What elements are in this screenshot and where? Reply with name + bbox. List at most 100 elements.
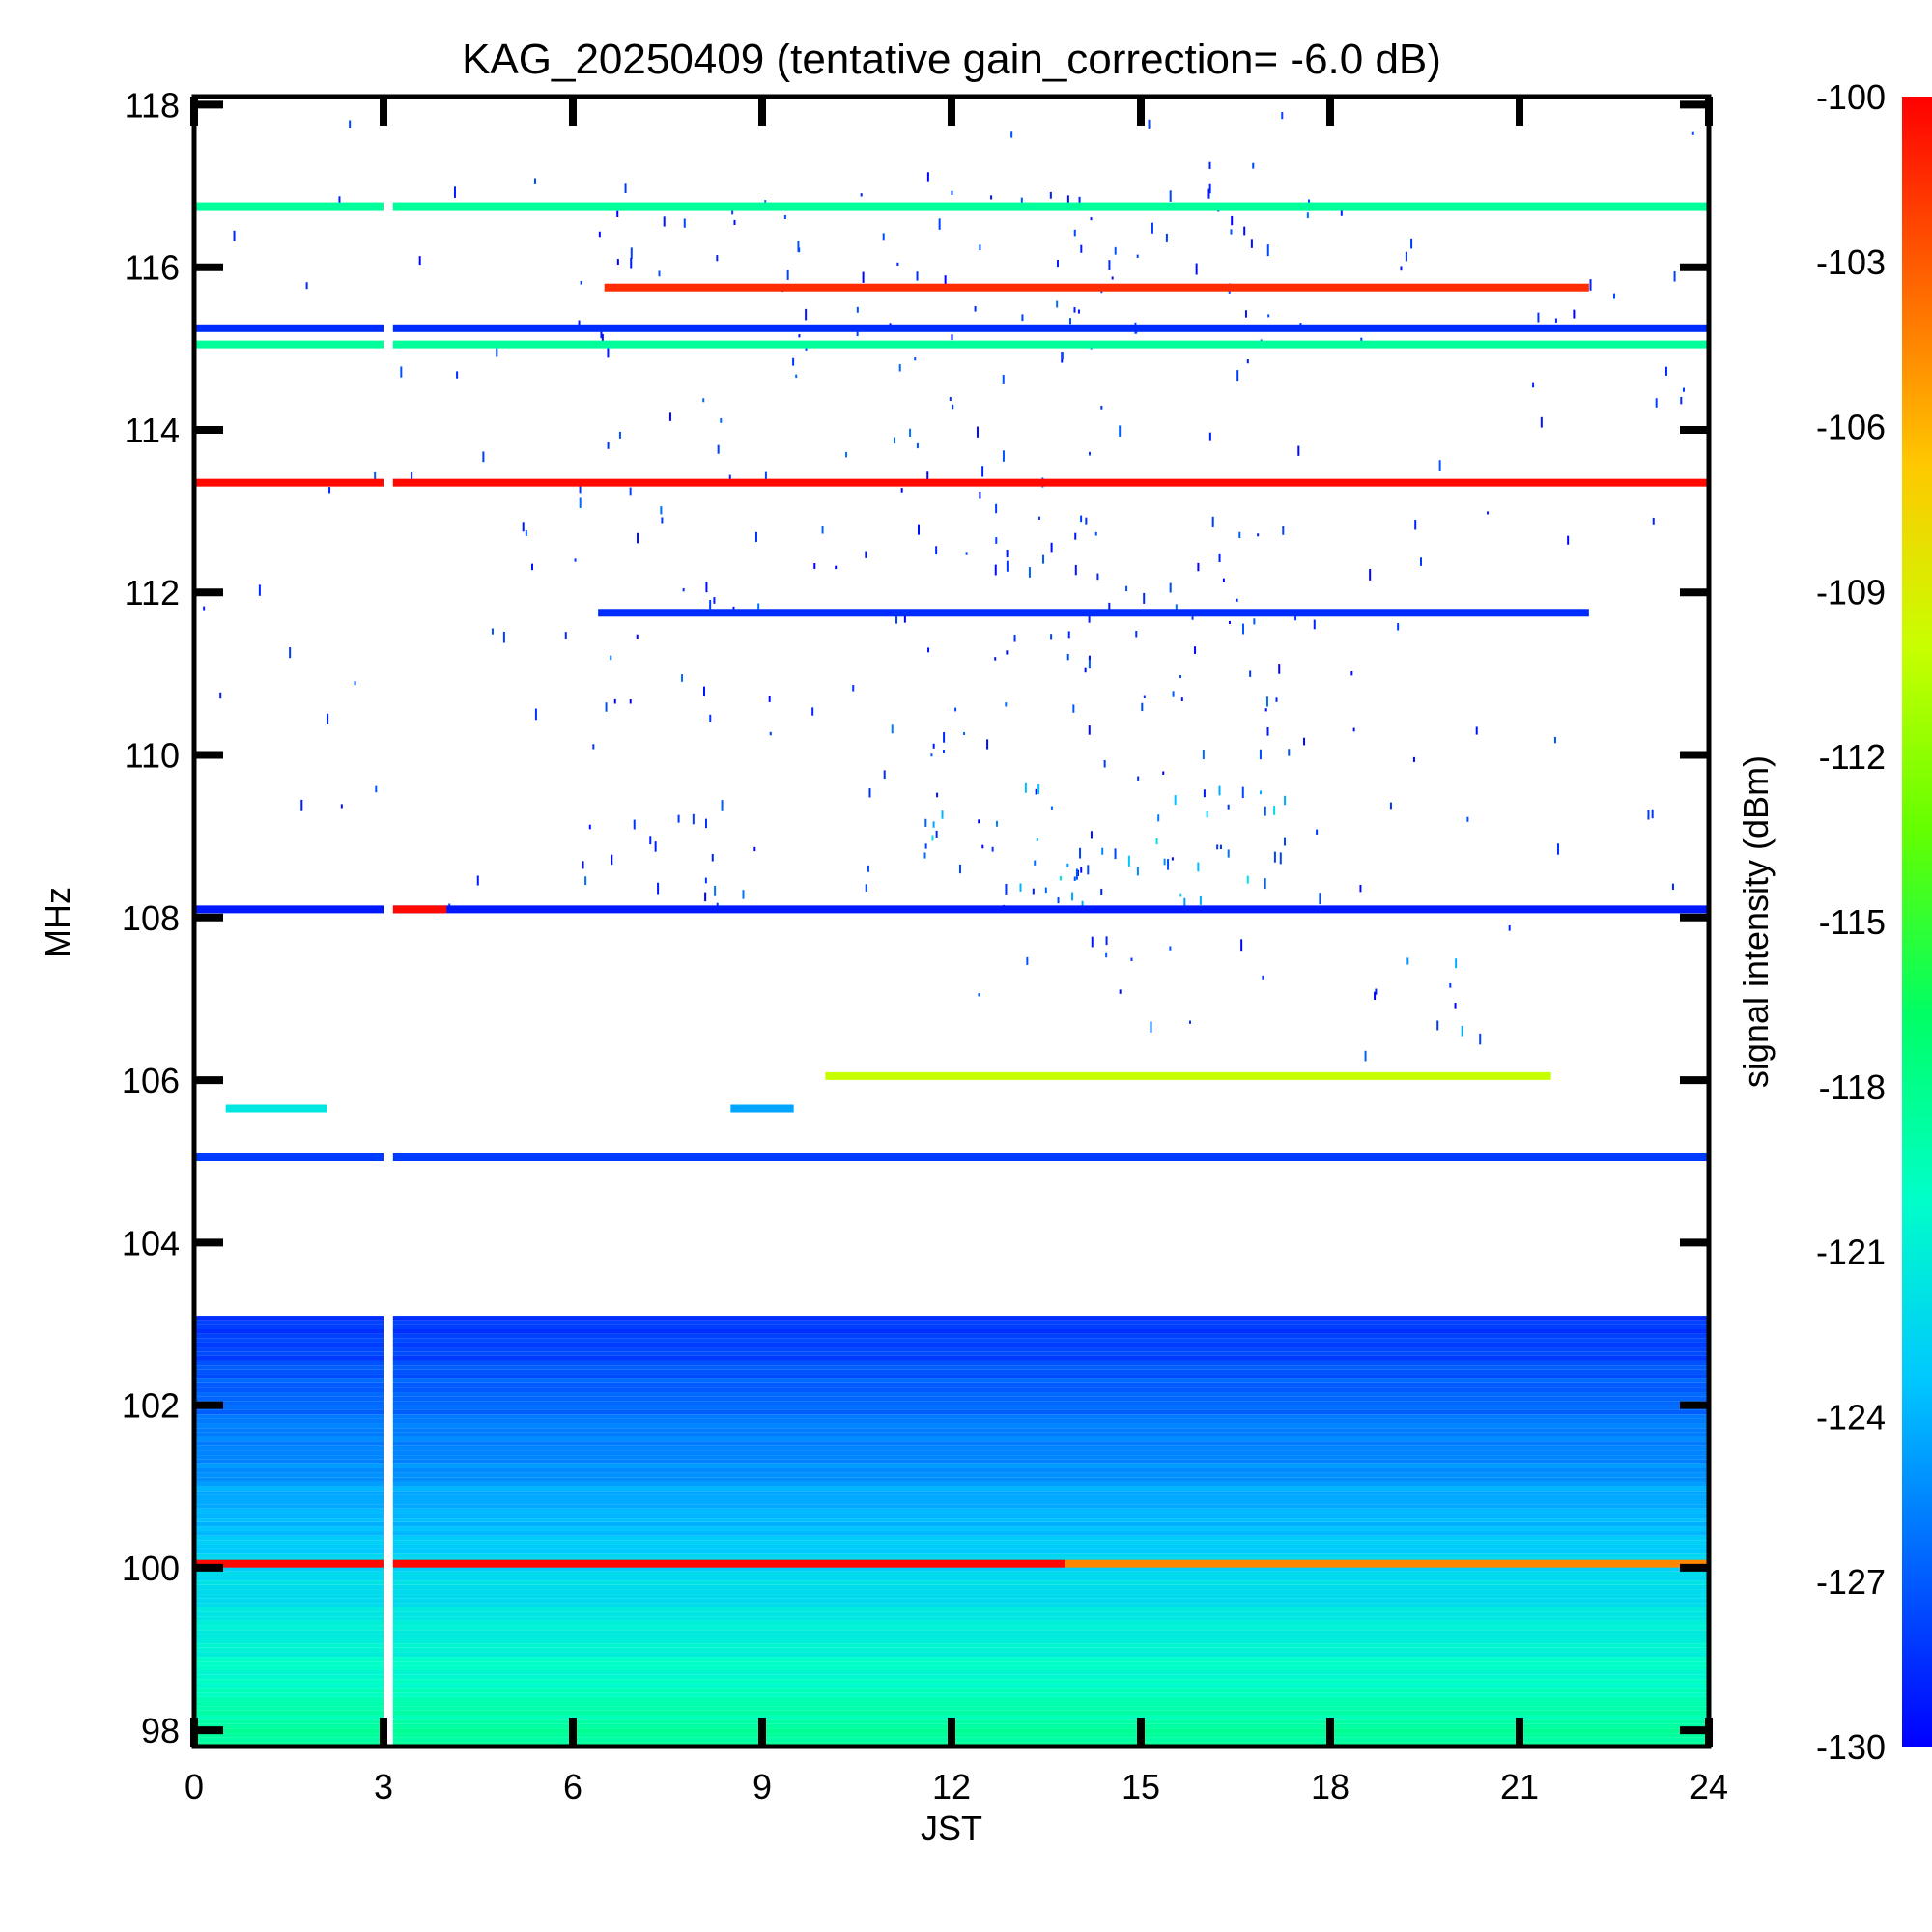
signal-mark	[1174, 795, 1177, 806]
signal-mark	[1127, 855, 1130, 867]
signal-mark	[1303, 737, 1306, 746]
signal-mark	[613, 698, 616, 704]
signal-mark	[936, 792, 939, 798]
signal-mark	[1042, 554, 1045, 564]
x-tick-label: 18	[1311, 1767, 1350, 1806]
signal-mark	[926, 172, 929, 182]
data-gap	[384, 97, 393, 1747]
signal-mark	[1135, 631, 1138, 638]
background-band-row	[194, 1441, 1709, 1446]
background-band-row	[194, 1576, 1709, 1581]
x-tick-label: 9	[753, 1767, 772, 1806]
signal-mark	[1230, 229, 1233, 235]
signal-mark	[574, 558, 577, 562]
signal-mark	[453, 186, 456, 198]
signal-mark	[1100, 888, 1103, 895]
signal-mark	[1259, 749, 1262, 760]
background-band-row	[194, 1324, 1709, 1330]
background-band-row	[194, 1607, 1709, 1612]
spectrogram-plot-area	[194, 97, 1709, 1747]
signal-mark	[963, 731, 966, 736]
signal-mark	[1288, 749, 1291, 756]
colorbar-label: signal intensity (dBm)	[1736, 755, 1776, 1088]
signal-mark	[1680, 396, 1683, 405]
x-tick-label: 24	[1690, 1767, 1728, 1806]
signal-mark	[894, 437, 896, 444]
signal-mark	[1165, 233, 1168, 242]
colorbar-tick-label: -109	[1816, 572, 1886, 611]
background-band-row	[194, 1365, 1709, 1370]
signal-mark	[896, 262, 899, 266]
signal-mark	[616, 259, 619, 265]
signal-mark	[1066, 195, 1069, 205]
signal-mark	[1231, 215, 1234, 226]
signal-mark	[354, 681, 356, 686]
signal-mark	[951, 190, 953, 195]
background-band-row	[194, 1329, 1709, 1334]
signal-mark	[1673, 271, 1676, 282]
signal-mark	[1266, 244, 1269, 257]
signal-mark	[927, 647, 930, 653]
signal-mark	[704, 892, 707, 902]
signal-mark	[1275, 697, 1278, 702]
signal-mark	[411, 471, 413, 480]
signal-mark	[883, 770, 886, 780]
background-band-row	[194, 1665, 1709, 1671]
signal-mark	[709, 714, 712, 722]
signal-mark	[731, 210, 734, 215]
signal-mark	[944, 275, 947, 287]
signal-mark	[1105, 952, 1108, 958]
colorbar-tick-label: -127	[1816, 1562, 1886, 1602]
background-band-row	[194, 1661, 1709, 1666]
signal-mark	[1222, 578, 1225, 582]
background-band-row	[194, 1382, 1709, 1388]
background-band-row	[194, 1567, 1709, 1572]
signal-mark	[580, 281, 582, 285]
x-tick-label: 15	[1122, 1767, 1160, 1806]
signal-mark	[1306, 212, 1309, 219]
signal-mark	[935, 830, 938, 838]
colorbar-tick-label: -106	[1816, 408, 1886, 447]
y-tick-label: 118	[125, 85, 180, 125]
background-band-row	[194, 1392, 1709, 1397]
background-band-row	[194, 1531, 1709, 1536]
signal-mark	[1073, 229, 1076, 237]
signal-mark	[1137, 776, 1140, 781]
y-tick-label: 106	[122, 1061, 180, 1100]
background-band-row	[194, 1508, 1709, 1514]
signal-mark	[1078, 196, 1081, 208]
signal-mark	[1419, 557, 1422, 566]
signal-mark	[852, 684, 855, 692]
signal-mark	[1119, 989, 1122, 994]
signal-mark	[1076, 869, 1079, 877]
background-band-row	[194, 1657, 1709, 1662]
signal-mark	[1244, 310, 1247, 318]
colorbar	[1902, 97, 1932, 1747]
y-tick-label: 110	[125, 736, 180, 776]
signal-mark	[1067, 631, 1070, 639]
signal-mark	[663, 216, 666, 227]
signal-mark	[1103, 760, 1106, 768]
signal-mark	[938, 218, 941, 230]
signal-mark	[1080, 244, 1083, 253]
signal-mark	[1227, 804, 1230, 810]
signal-mark	[1414, 520, 1417, 530]
signal-mark	[682, 587, 685, 592]
signal-mark	[978, 993, 980, 997]
background-band-row	[194, 1679, 1709, 1684]
signal-mark	[702, 398, 705, 403]
signal-mark	[1652, 517, 1655, 525]
signal-mark	[926, 471, 929, 480]
signal-mark	[1180, 697, 1183, 701]
signal-mark	[798, 334, 801, 338]
signal-mark	[914, 357, 917, 361]
signal-mark	[564, 632, 567, 639]
background-band-row	[194, 1486, 1709, 1492]
signal-mark	[924, 818, 927, 827]
signal-mark	[917, 524, 920, 535]
signal-mark	[1075, 868, 1078, 880]
signal-mark	[1284, 795, 1287, 806]
signal-mark	[607, 346, 610, 358]
signal-mark	[1157, 814, 1160, 822]
